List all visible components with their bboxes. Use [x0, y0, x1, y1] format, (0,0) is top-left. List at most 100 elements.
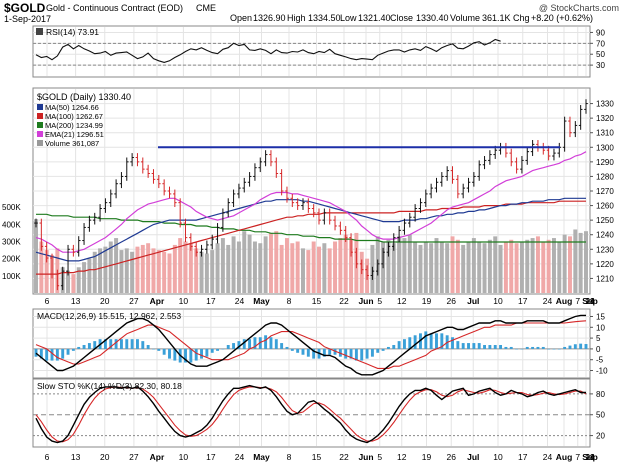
macd-histogram-bar	[114, 339, 118, 349]
volume-bar	[215, 243, 220, 293]
volume-bar	[322, 243, 327, 293]
y-tick-label: 1290	[596, 158, 614, 167]
volume-bar	[445, 243, 450, 293]
ma100-legend: MA(100) 1262.67	[45, 112, 103, 121]
price-bar	[130, 153, 134, 167]
macd-histogram-bar	[290, 348, 294, 351]
quote-low-label: Low	[340, 13, 357, 23]
price-bar	[269, 150, 273, 167]
macd-histogram-bar	[264, 335, 268, 349]
macd-histogram-bar	[141, 341, 145, 349]
macd-histogram-bar	[306, 348, 310, 357]
volume-bar	[284, 238, 289, 293]
volume-bar	[103, 246, 108, 293]
volume-bar	[584, 231, 588, 293]
x-tick-label: 24	[543, 296, 553, 306]
volume-bar	[487, 239, 492, 293]
price-bar	[76, 236, 81, 257]
x-tick-label: 13	[71, 296, 81, 306]
price-bar	[66, 244, 70, 276]
volume-bar	[519, 241, 524, 293]
volume-bar	[194, 248, 199, 293]
ema21-swatch	[37, 131, 43, 137]
description-label: Gold - Continuous Contract (EOD)	[46, 3, 183, 13]
price-bar	[365, 265, 369, 280]
volume-bar	[119, 250, 124, 293]
y-tick-label: -5	[596, 356, 604, 365]
price-bar	[210, 234, 215, 250]
volume-bar	[567, 236, 572, 293]
macd-histogram-bar	[408, 337, 412, 349]
volume-bar	[386, 239, 391, 293]
price-bar	[466, 177, 471, 193]
x-tick-label: Jun	[358, 296, 373, 306]
price-bar	[306, 198, 311, 213]
price-legend: $GOLD (Daily) 1330.40 MA(50) 1264.66 MA(…	[37, 92, 131, 148]
macd-histogram-bar	[573, 344, 577, 349]
price-bar	[445, 166, 449, 181]
volume-bar	[236, 241, 241, 293]
x-tick-label: 24	[543, 452, 553, 462]
price-bar	[386, 242, 391, 257]
macd-histogram-bar	[205, 348, 209, 357]
price-bar	[108, 189, 113, 208]
price-bar	[205, 240, 209, 254]
macd-histogram-bar	[349, 348, 353, 359]
date-label: 1-Sep-2017	[4, 14, 51, 24]
volume-bar	[514, 243, 519, 293]
volume-bar	[509, 239, 514, 293]
quote-open-label: Open	[230, 13, 252, 23]
x-tick-label: 21	[585, 452, 595, 462]
ma100-swatch	[37, 113, 43, 119]
macd-histogram-bar	[467, 343, 470, 349]
macd-histogram-bar	[424, 331, 428, 349]
volume-bar	[140, 244, 145, 293]
price-bar	[253, 163, 257, 181]
price-bar	[279, 169, 284, 196]
macd-histogram-bar	[547, 348, 551, 350]
stoch-title: Slow STO %K(14) %D(3) 82.30, 80.18	[37, 381, 182, 391]
price-bar	[92, 212, 97, 225]
volume-bar	[87, 258, 92, 293]
volume-bar	[172, 244, 177, 293]
volume-bar	[450, 236, 455, 293]
stoch-panel: 20 50 80 Slow STO %K(14) %D(3) 82.30, 80.1…	[32, 378, 605, 448]
volume-bar	[573, 229, 578, 293]
volume-bar	[327, 248, 332, 293]
x-tick-label: 8	[287, 452, 292, 462]
volume-bar	[423, 241, 428, 293]
ma200-line	[36, 213, 586, 243]
macd-histogram-bar	[536, 346, 540, 349]
price-bar	[231, 189, 236, 208]
watermark: @ StockCharts.com	[539, 3, 619, 13]
volume-bar	[66, 270, 71, 293]
symbol-label: $GOLD	[4, 1, 46, 15]
macd-histogram-bar	[381, 348, 385, 351]
volume-bar	[306, 250, 311, 293]
x-tick-label: 24	[235, 296, 245, 306]
volume-bar	[557, 241, 562, 293]
ma100-line	[36, 200, 586, 275]
macd-histogram-bar	[34, 348, 38, 357]
x-tick-label: Jul	[467, 296, 479, 306]
volume-bar	[263, 236, 268, 293]
macd-y-axis: -10 -5 0 5 10 15	[590, 312, 608, 376]
price-bar	[413, 204, 417, 222]
macd-histogram-bar	[71, 348, 75, 351]
macd-histogram-bar	[472, 343, 476, 349]
price-bar	[237, 183, 241, 199]
price-bar	[359, 259, 364, 275]
volume-bar	[439, 241, 444, 293]
price-bar	[525, 147, 530, 165]
price-bar	[375, 259, 380, 276]
volume-bar	[274, 231, 279, 293]
volume-bar	[551, 238, 556, 293]
macd-title: MACD(12,26,9) 15.515, 12.962, 2.553	[37, 311, 181, 321]
macd-histogram-bar	[370, 348, 374, 357]
price-bars	[34, 99, 588, 291]
volume-bar	[247, 234, 252, 293]
x-tick-label: 12	[397, 452, 407, 462]
price-bar	[199, 244, 204, 257]
macd-histogram-bar	[429, 333, 433, 349]
volume-bar	[183, 241, 188, 293]
